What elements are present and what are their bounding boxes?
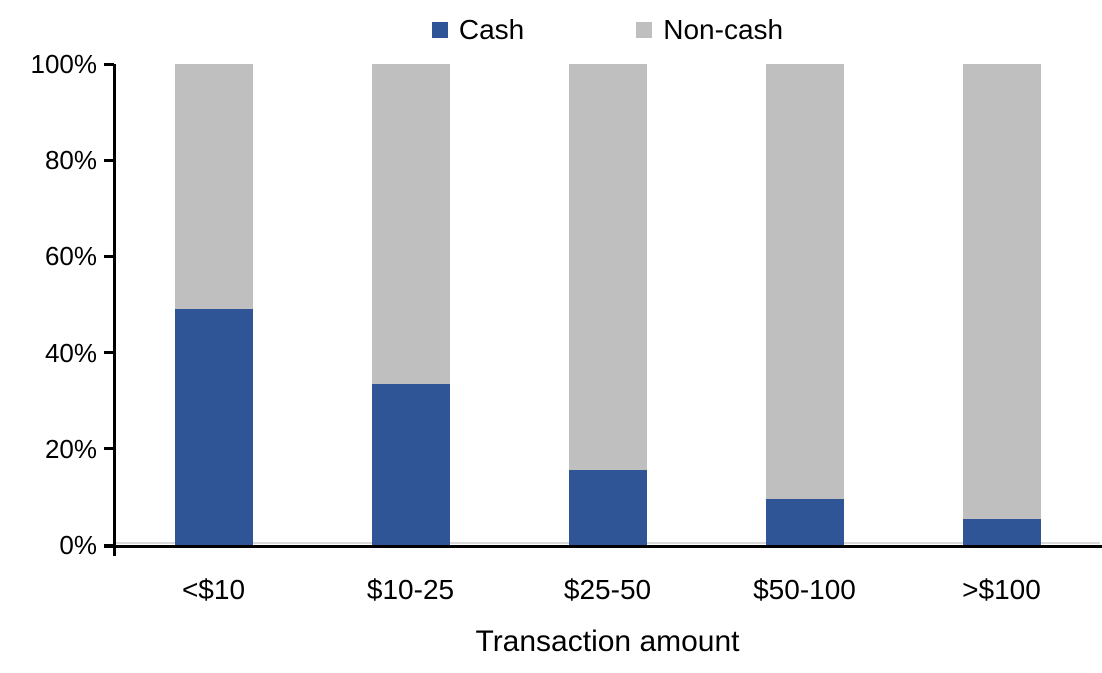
y-tick-label: 80%: [44, 145, 97, 176]
bar-segment-non-cash: [568, 64, 647, 471]
x-axis-title: Transaction amount: [475, 625, 740, 658]
y-tick-mark: [104, 447, 114, 451]
y-tick-mark: [104, 351, 114, 355]
x-tick-label: >$100: [962, 574, 1041, 605]
bar-segment-cash: [962, 518, 1041, 545]
bar-group: [962, 64, 1041, 545]
y-tick-mark: [104, 62, 114, 66]
y-tick-label: 40%: [44, 337, 97, 368]
legend-label: Cash: [458, 14, 525, 45]
y-tick-label: 20%: [44, 433, 97, 464]
y-axis-line: [113, 64, 116, 556]
legend-swatch-icon: [636, 22, 653, 38]
bar-segment-non-cash: [765, 64, 844, 500]
bar-group: [371, 64, 450, 545]
bar-segment-non-cash: [371, 64, 450, 384]
y-tick-label: 0%: [59, 530, 97, 560]
x-tick-label: $10-25: [366, 574, 455, 605]
bar-segment-cash: [765, 499, 844, 545]
bar-group: [765, 64, 844, 545]
legend-label: Non-cash: [663, 14, 784, 45]
x-tick-label: <$10: [181, 574, 246, 605]
legend-swatch-icon: [431, 22, 448, 38]
x-axis-line: [104, 545, 1102, 548]
bar-segment-non-cash: [174, 64, 253, 310]
y-tick-label: 60%: [44, 241, 97, 272]
x-tick-label: $25-50: [563, 574, 652, 605]
bar-segment-cash: [568, 470, 647, 545]
y-tick-mark: [104, 543, 114, 547]
y-tick-mark: [104, 254, 114, 258]
chart-legend: Cash Non-cash: [115, 12, 1100, 48]
bar-segment-cash: [174, 309, 253, 545]
bar-group: [568, 64, 647, 545]
legend-item-non-cash: Non-cash: [636, 14, 783, 46]
bar-segment-non-cash: [962, 64, 1041, 519]
y-tick-label: 100%: [30, 49, 98, 79]
y-tick-mark: [104, 158, 114, 162]
bar-group: [174, 64, 253, 545]
x-tick-label: $50-100: [753, 574, 856, 605]
legend-item-cash: Cash: [431, 14, 525, 46]
bar-segment-cash: [371, 383, 450, 545]
